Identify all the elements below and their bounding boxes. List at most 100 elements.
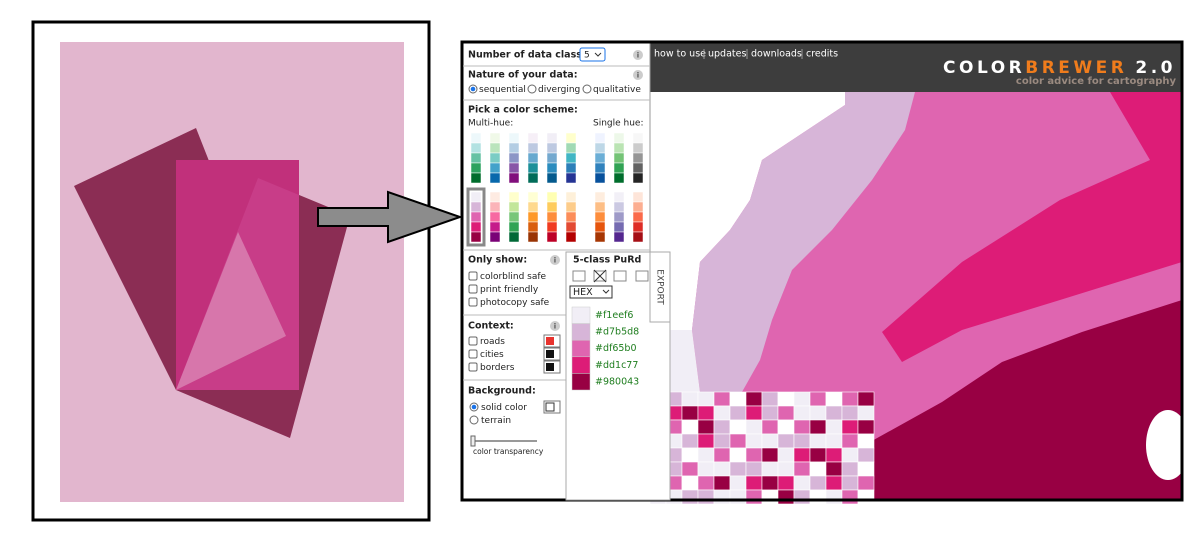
scheme-swatch[interactable]	[508, 162, 520, 174]
scheme-swatch[interactable]	[565, 162, 577, 174]
scheme-swatch[interactable]	[508, 191, 520, 203]
scheme-swatch[interactable]	[613, 142, 625, 154]
tool-icon[interactable]	[635, 270, 649, 282]
format-select[interactable]	[569, 285, 613, 299]
scheme-swatch[interactable]	[632, 152, 644, 164]
scheme-swatch[interactable]	[565, 231, 577, 243]
checkbox[interactable]	[468, 297, 478, 307]
scheme-swatch[interactable]	[565, 152, 577, 164]
scheme-swatch[interactable]	[546, 152, 558, 164]
scheme-swatch[interactable]	[632, 142, 644, 154]
scheme-swatch[interactable]	[527, 231, 539, 243]
scheme-swatch[interactable]	[613, 221, 625, 233]
scheme-swatch[interactable]	[613, 152, 625, 164]
scheme-swatch[interactable]	[489, 172, 501, 184]
scheme-swatch[interactable]	[489, 201, 501, 213]
scheme-swatch[interactable]	[594, 142, 606, 154]
nav-link[interactable]: credits	[806, 49, 838, 60]
scheme-swatch[interactable]	[527, 191, 539, 203]
scheme-swatch[interactable]	[527, 221, 539, 233]
scheme-swatch[interactable]	[632, 162, 644, 174]
scheme-swatch[interactable]	[613, 172, 625, 184]
scheme-swatch[interactable]	[594, 211, 606, 223]
scheme-swatch[interactable]	[470, 211, 482, 223]
scheme-swatch[interactable]	[632, 132, 644, 144]
scheme-swatch[interactable]	[508, 201, 520, 213]
scheme-swatch[interactable]	[594, 152, 606, 164]
scheme-swatch[interactable]	[508, 211, 520, 223]
scheme-swatch[interactable]	[632, 172, 644, 184]
scheme-swatch[interactable]	[594, 172, 606, 184]
scheme-swatch[interactable]	[508, 152, 520, 164]
scheme-swatch[interactable]	[470, 201, 482, 213]
scheme-swatch[interactable]	[565, 142, 577, 154]
scheme-swatch[interactable]	[489, 221, 501, 233]
scheme-swatch[interactable]	[594, 201, 606, 213]
scheme-swatch[interactable]	[565, 172, 577, 184]
scheme-swatch[interactable]	[470, 132, 482, 144]
scheme-swatch[interactable]	[594, 162, 606, 174]
select[interactable]	[579, 47, 606, 62]
scheme-swatch[interactable]	[632, 231, 644, 243]
scheme-swatch[interactable]	[527, 142, 539, 154]
scheme-swatch[interactable]	[632, 201, 644, 213]
scheme-swatch[interactable]	[489, 162, 501, 174]
nav-link[interactable]: downloads	[751, 49, 802, 60]
scheme-swatch[interactable]	[470, 152, 482, 164]
scheme-swatch[interactable]	[527, 152, 539, 164]
scheme-swatch[interactable]	[527, 201, 539, 213]
tool-icon[interactable]	[572, 270, 586, 282]
info-icon[interactable]	[633, 70, 643, 80]
scheme-swatch[interactable]	[546, 201, 558, 213]
scheme-swatch[interactable]	[470, 231, 482, 243]
scheme-swatch[interactable]	[489, 152, 501, 164]
scheme-swatch[interactable]	[546, 142, 558, 154]
nav-link[interactable]: how to use	[654, 49, 706, 60]
scheme-swatch[interactable]	[546, 172, 558, 184]
radio[interactable]	[469, 415, 479, 425]
scheme-swatch[interactable]	[489, 191, 501, 203]
scheme-swatch[interactable]	[527, 132, 539, 144]
scheme-swatch[interactable]	[508, 221, 520, 233]
checkbox[interactable]	[468, 284, 478, 294]
scheme-swatch[interactable]	[527, 162, 539, 174]
scheme-swatch[interactable]	[594, 221, 606, 233]
scheme-swatch[interactable]	[565, 132, 577, 144]
scheme-swatch[interactable]	[632, 211, 644, 223]
scheme-swatch[interactable]	[565, 191, 577, 203]
scheme-swatch[interactable]	[489, 211, 501, 223]
info-icon[interactable]	[633, 50, 643, 60]
scheme-swatch[interactable]	[546, 231, 558, 243]
info-icon[interactable]	[550, 255, 560, 265]
scheme-swatch[interactable]	[546, 211, 558, 223]
checkbox[interactable]	[468, 271, 478, 281]
scheme-swatch[interactable]	[470, 162, 482, 174]
scheme-swatch[interactable]	[632, 191, 644, 203]
radio[interactable]	[527, 84, 537, 94]
scheme-swatch[interactable]	[613, 211, 625, 223]
scheme-swatch[interactable]	[508, 142, 520, 154]
scheme-swatch[interactable]	[565, 201, 577, 213]
scheme-swatch[interactable]	[546, 132, 558, 144]
radio[interactable]	[582, 84, 592, 94]
scheme-swatch[interactable]	[565, 211, 577, 223]
scheme-swatch[interactable]	[613, 132, 625, 144]
scheme-swatch[interactable]	[508, 231, 520, 243]
scheme-swatch[interactable]	[594, 191, 606, 203]
scheme-swatch[interactable]	[613, 201, 625, 213]
scheme-swatch[interactable]	[613, 191, 625, 203]
scheme-swatch[interactable]	[470, 142, 482, 154]
scheme-swatch[interactable]	[594, 132, 606, 144]
tool-icon[interactable]	[613, 270, 627, 282]
scheme-swatch[interactable]	[546, 162, 558, 174]
scheme-swatch[interactable]	[527, 172, 539, 184]
tool-icon[interactable]	[593, 270, 607, 282]
scheme-swatch[interactable]	[632, 221, 644, 233]
nav-link[interactable]: updates	[708, 49, 746, 60]
scheme-swatch[interactable]	[470, 172, 482, 184]
scheme-swatch[interactable]	[470, 191, 482, 203]
info-icon[interactable]	[550, 321, 560, 331]
checkbox[interactable]	[468, 336, 478, 346]
scheme-swatch[interactable]	[470, 221, 482, 233]
checkbox[interactable]	[468, 349, 478, 359]
